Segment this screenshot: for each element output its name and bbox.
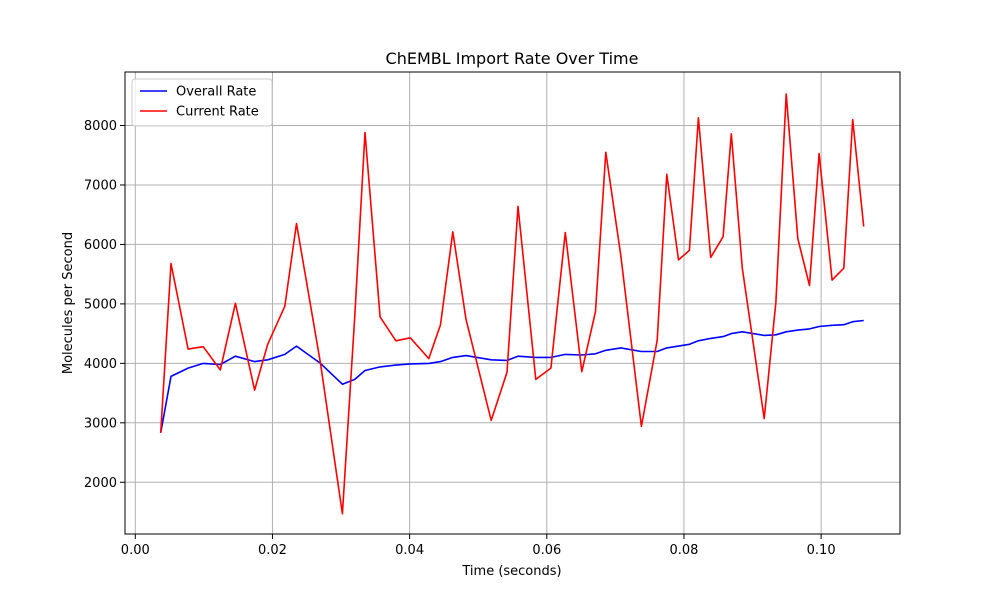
x-tick-label: 0.08 xyxy=(669,543,698,558)
y-tick-label: 4000 xyxy=(84,357,117,372)
legend-entry: Overall Rate xyxy=(176,85,256,100)
series-line-current-rate xyxy=(159,93,865,515)
y-tick-label: 7000 xyxy=(84,178,117,193)
x-tick-label: 0.04 xyxy=(395,543,424,558)
tick-layer: 0.00 0.02 0.04 0.06 0.08 0.10 2000 3000 4000 5000… xyxy=(84,119,836,558)
y-tick-label: 2000 xyxy=(84,476,117,491)
x-tick-label: 0.02 xyxy=(258,543,287,558)
grid-layer xyxy=(125,72,900,534)
x-tick-label: 0.10 xyxy=(807,543,836,558)
x-tick-label: 0.00 xyxy=(121,543,150,558)
legend: Overall Rate Current Rate xyxy=(131,78,273,127)
plot-frame xyxy=(124,71,901,535)
chart-title: ChEMBL Import Rate Over Time xyxy=(386,49,639,68)
y-tick-label: 5000 xyxy=(84,297,117,312)
series-layer xyxy=(159,93,865,515)
y-tick-label: 8000 xyxy=(84,119,117,134)
x-tick-label: 0.06 xyxy=(532,543,561,558)
y-axis-label: Molecules per Second xyxy=(61,232,76,374)
y-tick-label: 3000 xyxy=(84,416,117,431)
x-axis-label: Time (seconds) xyxy=(461,564,561,579)
y-tick-label: 6000 xyxy=(84,238,117,253)
legend-entry: Current Rate xyxy=(176,105,259,120)
